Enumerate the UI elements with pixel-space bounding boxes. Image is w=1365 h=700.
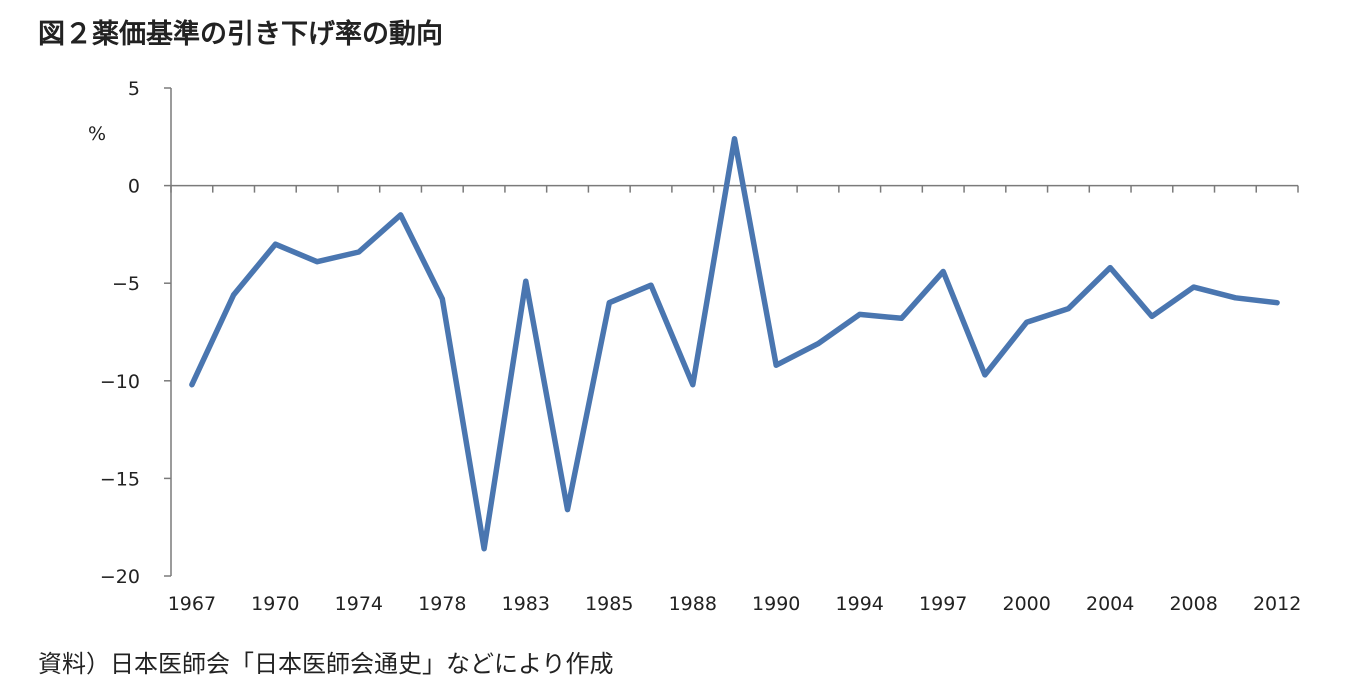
x-tick-label: 1990	[752, 593, 800, 615]
chart-title: 図２薬価基準の引き下げ率の動向	[38, 19, 443, 50]
axes	[170, 88, 1298, 576]
y-tick-label: −20	[100, 566, 140, 588]
y-tick-label: 0	[128, 176, 140, 198]
y-axis-ticks: 5 0 −5 −10 −15 −20	[100, 78, 171, 588]
x-tick-label: 2000	[1003, 593, 1051, 615]
y-tick-label: −10	[100, 371, 140, 393]
y-tick-label: −15	[100, 468, 140, 490]
line-chart: 50−5−10−15−20 1967 1970 1974 1978 1983 1985 19…	[88, 78, 1301, 615]
y-tick-label: 5	[128, 78, 140, 100]
series-line-group	[189, 136, 1280, 552]
y-tick-label: −5	[112, 273, 140, 295]
x-tick-label: 1983	[502, 593, 550, 615]
series-line	[189, 136, 1280, 552]
x-tick-label: 1978	[418, 593, 466, 615]
x-tick-label: 1970	[251, 593, 299, 615]
y-axis-unit-label: %	[88, 123, 106, 145]
x-tick-label: 2012	[1253, 593, 1301, 615]
x-tick-label: 1967	[168, 593, 216, 615]
x-tick-label: 1974	[335, 593, 383, 615]
x-tick-label: 1985	[585, 593, 633, 615]
source-note: 資料）日本医師会「日本医師会通史」などにより作成	[38, 650, 614, 678]
x-tick-label: 2004	[1086, 593, 1134, 615]
x-tick-label: 1994	[836, 593, 884, 615]
x-tick-label: 1997	[919, 593, 967, 615]
x-axis-ticks: 1967 1970 1974 1978 1983 1985 1988 1990 1994 1997…	[168, 185, 1301, 615]
x-tick-label: 2008	[1169, 593, 1217, 615]
x-tick-label: 1988	[669, 593, 717, 615]
